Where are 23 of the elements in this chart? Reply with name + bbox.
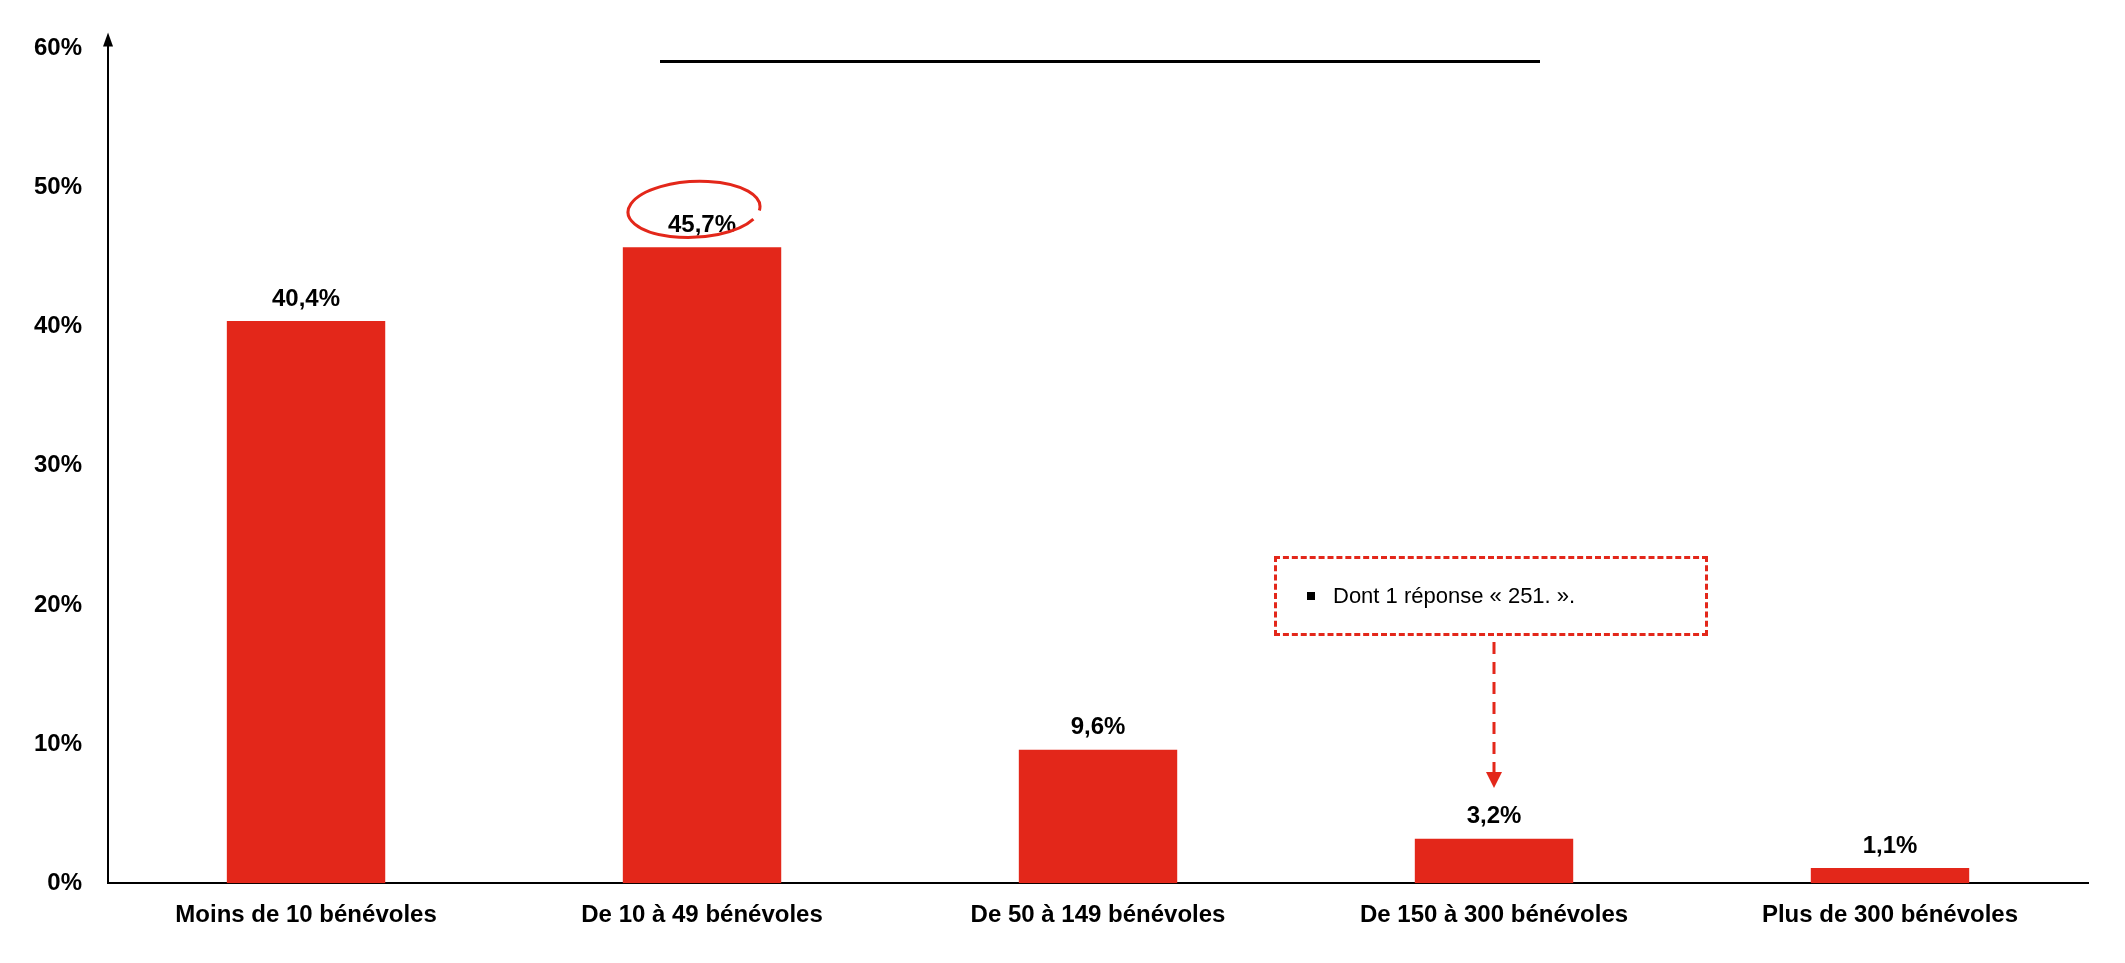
data-label: 3,2%: [1466, 801, 1522, 829]
y-tick-label: 60%: [33, 33, 83, 61]
x-tick-label: De 50 à 149 bénévoles: [970, 900, 1226, 928]
y-tick-label: 40%: [33, 311, 83, 339]
data-label: 9,6%: [1070, 712, 1126, 740]
bar: [226, 321, 386, 884]
x-tick-label: Moins de 10 bénévoles: [175, 900, 437, 928]
y-tick-label: 30%: [33, 450, 83, 478]
annotation: Dont 1 réponse « 251. ».: [1333, 583, 1576, 609]
bar: [622, 247, 782, 884]
y-tick-label: 10%: [33, 728, 83, 756]
x-tick-label: Plus de 300 bénévoles: [1761, 900, 2019, 928]
y-tick-label: 50%: [33, 172, 83, 200]
bar: [1018, 749, 1178, 884]
y-tick-label: 20%: [33, 589, 83, 617]
y-tick-label: 0%: [47, 867, 83, 895]
x-tick-label: De 10 à 49 bénévoles: [581, 900, 823, 928]
data-label: 1,1%: [1862, 830, 1918, 858]
x-tick-label: De 150 à 300 bénévoles: [1359, 900, 1629, 928]
data-label: 40,4%: [272, 283, 341, 311]
data-label: 45,7%: [667, 209, 737, 237]
bar: [1414, 838, 1574, 884]
bar: [1810, 867, 1970, 884]
